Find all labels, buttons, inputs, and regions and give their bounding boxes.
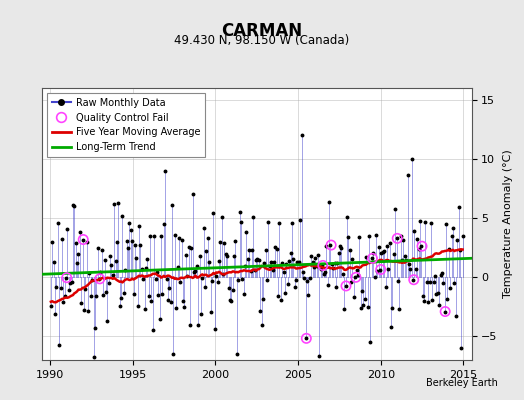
Y-axis label: Temperature Anomaly (°C): Temperature Anomaly (°C) <box>503 150 513 298</box>
Text: CARMAN: CARMAN <box>222 22 302 40</box>
Point <box>95 276 104 282</box>
Point <box>62 274 71 281</box>
Point <box>342 283 350 289</box>
Text: 49.430 N, 98.150 W (Canada): 49.430 N, 98.150 W (Canada) <box>174 34 350 47</box>
Point <box>302 335 311 342</box>
Point <box>352 274 360 280</box>
Point <box>319 262 327 269</box>
Point <box>368 255 377 262</box>
Point <box>441 308 450 315</box>
Legend: Raw Monthly Data, Quality Control Fail, Five Year Moving Average, Long-Term Tren: Raw Monthly Data, Quality Control Fail, … <box>47 93 205 157</box>
Point <box>377 266 385 273</box>
Point <box>418 243 426 249</box>
Point <box>79 236 88 243</box>
Point <box>327 242 335 248</box>
Point <box>410 276 418 283</box>
Text: Berkeley Earth: Berkeley Earth <box>426 378 498 388</box>
Point <box>393 235 401 242</box>
